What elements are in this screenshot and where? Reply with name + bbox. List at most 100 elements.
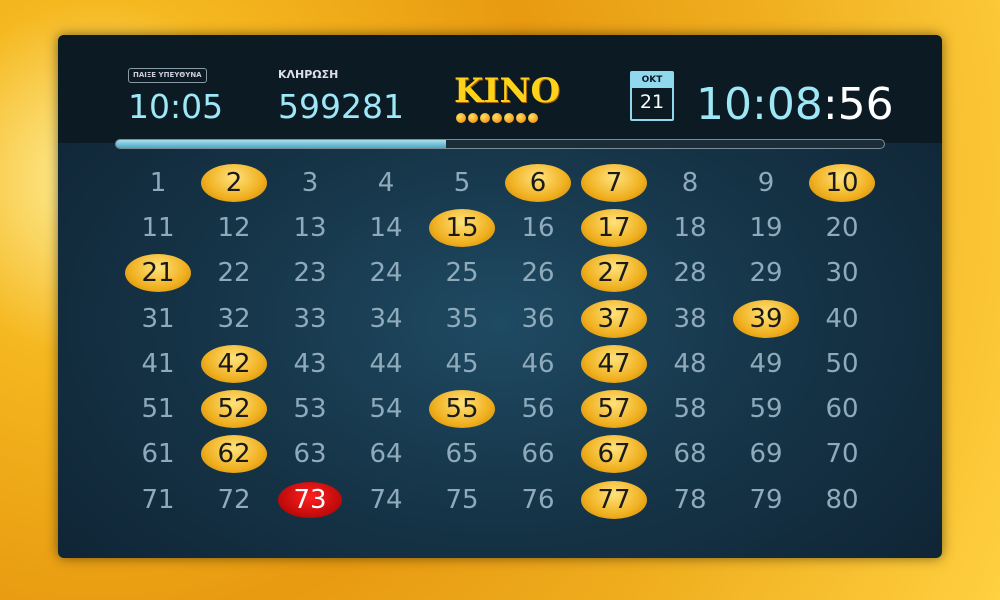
number-71: 71: [120, 477, 196, 522]
number-30: 30: [804, 251, 880, 296]
number-67: 67: [576, 432, 652, 477]
number-label: 49: [749, 348, 783, 379]
number-label: 19: [749, 212, 783, 243]
number-label: 22: [217, 258, 251, 289]
number-label: 39: [733, 299, 799, 338]
number-66: 66: [500, 432, 576, 477]
draw-number: 599281: [278, 87, 404, 126]
number-47: 47: [576, 341, 652, 386]
number-label: 14: [369, 212, 403, 243]
number-34: 34: [348, 296, 424, 341]
number-label: 18: [673, 212, 707, 243]
number-label: 78: [673, 484, 707, 515]
number-6: 6: [500, 160, 576, 205]
number-35: 35: [424, 296, 500, 341]
clock: 10:08:56: [696, 79, 894, 130]
number-label: 52: [201, 390, 267, 429]
number-18: 18: [652, 205, 728, 250]
number-77: 77: [576, 477, 652, 522]
number-label: 15: [429, 208, 495, 247]
logo-dots: [456, 113, 538, 123]
number-label: 34: [369, 303, 403, 334]
number-label: 68: [673, 439, 707, 470]
number-label: 27: [581, 254, 647, 293]
number-label: 63: [293, 439, 327, 470]
number-37: 37: [576, 296, 652, 341]
number-58: 58: [652, 386, 728, 431]
draw-time: 10:05: [128, 87, 224, 126]
number-24: 24: [348, 251, 424, 296]
number-label: 50: [825, 348, 859, 379]
number-label: 75: [445, 484, 479, 515]
kino-logo: KINO: [454, 71, 561, 111]
number-19: 19: [728, 205, 804, 250]
number-14: 14: [348, 205, 424, 250]
number-54: 54: [348, 386, 424, 431]
number-45: 45: [424, 341, 500, 386]
number-2: 2: [196, 160, 272, 205]
number-label: 42: [201, 344, 267, 383]
number-label: 6: [505, 163, 571, 202]
number-21: 21: [120, 251, 196, 296]
number-13: 13: [272, 205, 348, 250]
number-80: 80: [804, 477, 880, 522]
draw-label: ΚΛΗΡΩΣΗ: [278, 68, 339, 81]
number-label: 38: [673, 303, 707, 334]
number-label: 35: [445, 303, 479, 334]
number-22: 22: [196, 251, 272, 296]
header: ΠΑΙΞΕ ΥΠΕΥΘΥΝΑ 10:05 ΚΛΗΡΩΣΗ 599281 KINO…: [58, 35, 942, 149]
number-label: 2: [201, 163, 267, 202]
number-label: 48: [673, 348, 707, 379]
number-label: 67: [581, 435, 647, 474]
number-10: 10: [804, 160, 880, 205]
number-17: 17: [576, 205, 652, 250]
number-70: 70: [804, 432, 880, 477]
number-69: 69: [728, 432, 804, 477]
number-label: 71: [141, 484, 175, 515]
number-label: 3: [301, 167, 319, 198]
number-79: 79: [728, 477, 804, 522]
number-label: 56: [521, 394, 555, 425]
number-label: 12: [217, 212, 251, 243]
number-label: 40: [825, 303, 859, 334]
play-responsibly-badge: ΠΑΙΞΕ ΥΠΕΥΘΥΝΑ: [128, 68, 207, 83]
number-72: 72: [196, 477, 272, 522]
number-38: 38: [652, 296, 728, 341]
number-78: 78: [652, 477, 728, 522]
number-27: 27: [576, 251, 652, 296]
number-label: 47: [581, 344, 647, 383]
number-50: 50: [804, 341, 880, 386]
number-20: 20: [804, 205, 880, 250]
number-grid: 1 2 3 4 5 6 7 8 9 10 11 12 13 14 15 16 17 18 19 20 21 22 23 24 2…: [120, 160, 880, 522]
number-label: 54: [369, 394, 403, 425]
number-48: 48: [652, 341, 728, 386]
number-label: 24: [369, 258, 403, 289]
progress-fill: [116, 140, 447, 148]
number-label: 44: [369, 348, 403, 379]
number-label: 51: [141, 394, 175, 425]
number-label: 37: [581, 299, 647, 338]
number-75: 75: [424, 477, 500, 522]
number-label: 43: [293, 348, 327, 379]
number-label: 31: [141, 303, 175, 334]
number-label: 11: [141, 212, 175, 243]
number-52: 52: [196, 386, 272, 431]
number-label: 8: [681, 167, 699, 198]
number-label: 29: [749, 258, 783, 289]
number-label: 72: [217, 484, 251, 515]
number-label: 55: [429, 390, 495, 429]
number-36: 36: [500, 296, 576, 341]
progress-bar: [115, 139, 885, 149]
number-11: 11: [120, 205, 196, 250]
number-41: 41: [120, 341, 196, 386]
number-31: 31: [120, 296, 196, 341]
number-label: 23: [293, 258, 327, 289]
number-29: 29: [728, 251, 804, 296]
number-26: 26: [500, 251, 576, 296]
number-65: 65: [424, 432, 500, 477]
number-32: 32: [196, 296, 272, 341]
number-label: 32: [217, 303, 251, 334]
number-3: 3: [272, 160, 348, 205]
number-label: 10: [809, 163, 875, 202]
number-42: 42: [196, 341, 272, 386]
